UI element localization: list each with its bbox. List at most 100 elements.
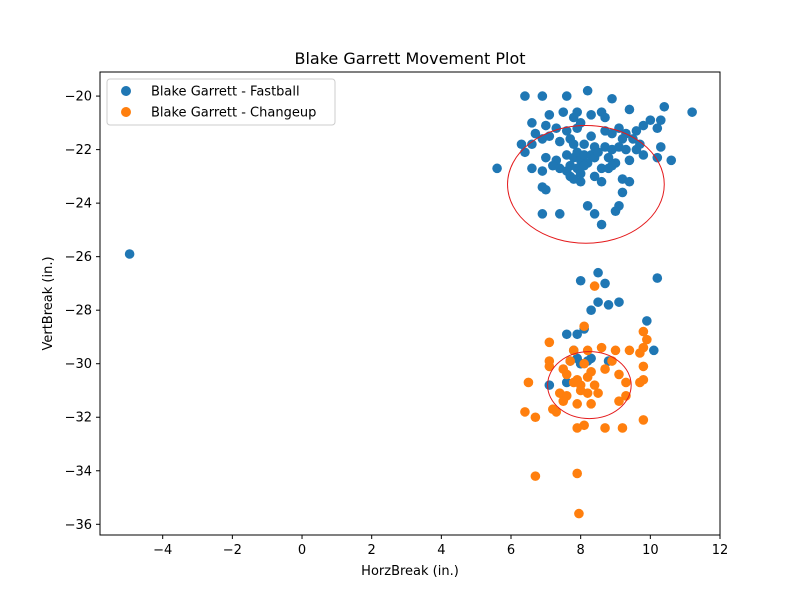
point-changeup-0 (589, 281, 600, 291)
point-fastball-79 (596, 163, 607, 174)
legend: Blake Garrett - Fastball Blake Garrett -… (106, 78, 336, 126)
point-changeup-35 (582, 388, 593, 398)
y-tick-label--22: −22 (65, 143, 92, 158)
x-axis-label: HorzBreak (in.) (361, 564, 459, 579)
point-changeup-20 (614, 369, 624, 380)
x-tick-label--4: −4 (153, 543, 172, 558)
point-changeup-25 (523, 377, 534, 388)
point-fastball-43 (579, 139, 589, 150)
x-tick-label--2: −2 (223, 543, 242, 558)
y-tick-label--34: −34 (65, 464, 92, 479)
point-fastball-117 (649, 345, 659, 356)
point-changeup-53 (574, 508, 584, 519)
plot-layer (124, 85, 697, 519)
point-changeup-41 (614, 396, 624, 406)
point-fastball-81 (607, 160, 617, 171)
point-changeup-14 (579, 358, 589, 369)
point-changeup-16 (544, 361, 555, 372)
point-fastball-18 (631, 126, 642, 136)
point-fastball-37 (527, 139, 537, 150)
point-fastball-95 (537, 209, 548, 219)
ellipse-changeup (547, 351, 632, 420)
y-axis-label: VertBreak (in.) (41, 256, 56, 350)
point-fastball-84 (575, 176, 586, 187)
x-tick-label-0: 0 (298, 543, 306, 558)
point-changeup-48 (600, 423, 610, 433)
point-fastball-27 (561, 126, 572, 136)
point-fastball-66 (603, 152, 614, 163)
point-fastball-70 (527, 163, 537, 174)
x-tick-label-2: 2 (368, 543, 376, 558)
point-fastball-85 (589, 171, 600, 182)
point-changeup-4 (544, 337, 555, 348)
point-fastball-0 (124, 249, 135, 259)
point-fastball-50 (638, 150, 649, 160)
point-changeup-22 (561, 369, 572, 380)
point-changeup-39 (572, 399, 582, 409)
point-fastball-19 (638, 120, 649, 131)
point-fastball-101 (600, 278, 610, 289)
point-fastball-53 (655, 142, 666, 152)
point-fastball-118 (544, 380, 555, 390)
point-fastball-78 (579, 160, 589, 171)
point-changeup-36 (593, 388, 603, 398)
point-changeup-50 (638, 415, 649, 425)
point-fastball-20 (645, 115, 656, 125)
point-fastball-4 (582, 85, 593, 96)
x-tick-label-8: 8 (577, 543, 585, 558)
point-fastball-12 (572, 107, 582, 117)
point-changeup-19 (600, 364, 610, 374)
point-fastball-99 (593, 267, 603, 278)
point-fastball-104 (603, 300, 614, 310)
point-fastball-92 (582, 201, 593, 211)
point-fastball-91 (617, 187, 628, 198)
point-fastball-16 (614, 123, 624, 133)
point-changeup-45 (530, 412, 541, 423)
point-fastball-39 (544, 131, 555, 142)
point-fastball-96 (554, 209, 565, 219)
point-fastball-51 (652, 152, 663, 163)
point-fastball-55 (541, 152, 551, 163)
point-changeup-6 (582, 345, 593, 356)
point-fastball-1 (520, 91, 530, 101)
point-fastball-21 (655, 115, 666, 125)
x-tick-label-4: 4 (437, 543, 445, 558)
x-tick-label-12: 12 (712, 543, 729, 558)
point-fastball-34 (628, 134, 638, 144)
y-tick-label--30: −30 (65, 357, 92, 372)
point-fastball-6 (624, 104, 635, 115)
x-tick-label-6: 6 (507, 543, 515, 558)
y-tick-label--28: −28 (65, 304, 92, 319)
point-changeup-2 (638, 326, 649, 337)
legend-marker-fastball (121, 86, 131, 96)
point-changeup-52 (530, 471, 541, 481)
point-fastball-48 (621, 144, 631, 155)
point-fastball-5 (607, 93, 617, 104)
point-changeup-8 (610, 345, 621, 356)
point-changeup-5 (568, 345, 579, 356)
point-changeup-3 (642, 334, 652, 345)
point-fastball-90 (541, 184, 551, 195)
point-changeup-1 (579, 321, 589, 332)
point-fastball-52 (666, 155, 677, 166)
point-fastball-42 (568, 139, 579, 150)
point-fastball-13 (586, 110, 596, 120)
point-fastball-97 (589, 209, 600, 219)
point-fastball-30 (586, 131, 596, 142)
point-fastball-105 (614, 297, 624, 307)
y-tick-label--36: −36 (65, 518, 92, 533)
point-fastball-108 (561, 329, 572, 340)
point-fastball-100 (575, 275, 586, 286)
point-fastball-15 (600, 112, 610, 123)
y-tick-label--32: −32 (65, 411, 92, 426)
point-changeup-38 (558, 396, 569, 406)
point-fastball-119 (561, 377, 572, 388)
ellipse-fastball (507, 125, 665, 244)
plot-frame (99, 71, 721, 536)
point-fastball-10 (558, 107, 569, 117)
y-tick-label--20: −20 (65, 90, 92, 105)
point-fastball-3 (561, 91, 572, 101)
y-tick-label--26: −26 (65, 250, 92, 265)
point-fastball-98 (596, 219, 607, 230)
